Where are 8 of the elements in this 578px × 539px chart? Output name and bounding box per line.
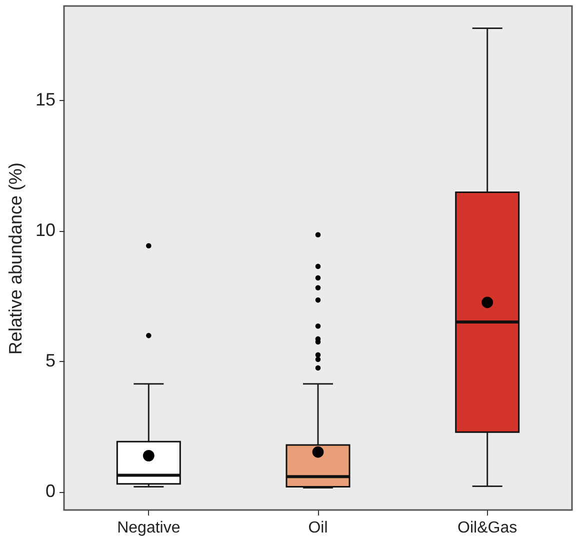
x-tick-label: Negative	[117, 520, 180, 536]
x-tick-label: Oil&Gas	[458, 520, 518, 536]
y-tick-label: 15	[35, 90, 56, 110]
x-tick-label: Oil	[308, 520, 328, 536]
y-tick-label: 0	[45, 481, 56, 502]
y-tick-label: 5	[45, 350, 56, 371]
y-tick-label: 10	[35, 220, 56, 240]
y-axis-title: Relative abundance (%)	[5, 162, 26, 355]
